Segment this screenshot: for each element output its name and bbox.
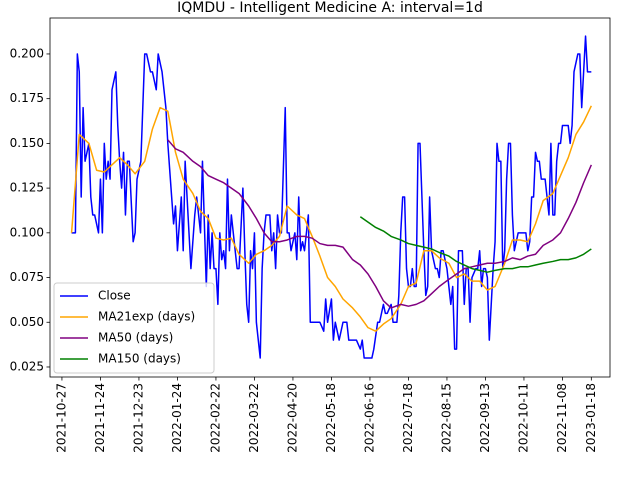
y-tick-label: 0.200 (10, 46, 44, 60)
legend-label: MA50 (days) (98, 331, 173, 345)
legend-box (53, 282, 215, 374)
legend-label: MA21exp (days) (98, 310, 195, 324)
x-tick-label: 2021-12-23 (131, 383, 145, 453)
series-line (70, 105, 593, 332)
x-tick-label: 2022-05-18 (324, 383, 338, 453)
x-tick-label: 2022-08-15 (439, 383, 453, 453)
x-tick-label: 2022-10-11 (516, 383, 530, 453)
x-tick-label: 2022-01-24 (170, 383, 184, 453)
x-tick-label: 2022-11-08 (555, 383, 569, 453)
legend-label: Close (98, 289, 131, 303)
legend: Close MA21exp (days) MA50 (days) MA150 (day… (53, 282, 215, 374)
y-tick-label: 0.075 (10, 270, 44, 284)
x-tick-label: 2021-10-27 (54, 383, 68, 453)
plot-frame (49, 17, 611, 378)
x-tick-label: 2022-02-22 (208, 383, 222, 453)
series-line (71, 35, 592, 359)
y-tick-label: 0.150 (10, 136, 44, 150)
x-tick-label: 2022-06-16 (362, 383, 376, 453)
y-tick-label: 0.050 (10, 315, 44, 329)
x-tick-label: 2022-03-22 (247, 383, 261, 453)
x-tick-label: 2022-09-13 (478, 383, 492, 453)
y-tick-label: 0.100 (10, 225, 44, 239)
legend-label: MA150 (days) (98, 352, 181, 366)
x-tick-label: 2021-11-24 (93, 383, 107, 453)
y-tick-label: 0.125 (10, 181, 44, 195)
y-tick-label: 0.175 (10, 91, 44, 105)
x-tick-label: 2022-04-20 (285, 383, 299, 453)
series-line (167, 139, 593, 309)
chart-title: IQMDU - Intelligent Medicine A: interval… (177, 0, 483, 16)
series-line (359, 216, 592, 273)
x-tick-label: 2022-07-18 (401, 383, 415, 453)
x-tick-label: 2023-01-18 (584, 383, 598, 453)
y-tick-label: 0.025 (10, 359, 44, 373)
